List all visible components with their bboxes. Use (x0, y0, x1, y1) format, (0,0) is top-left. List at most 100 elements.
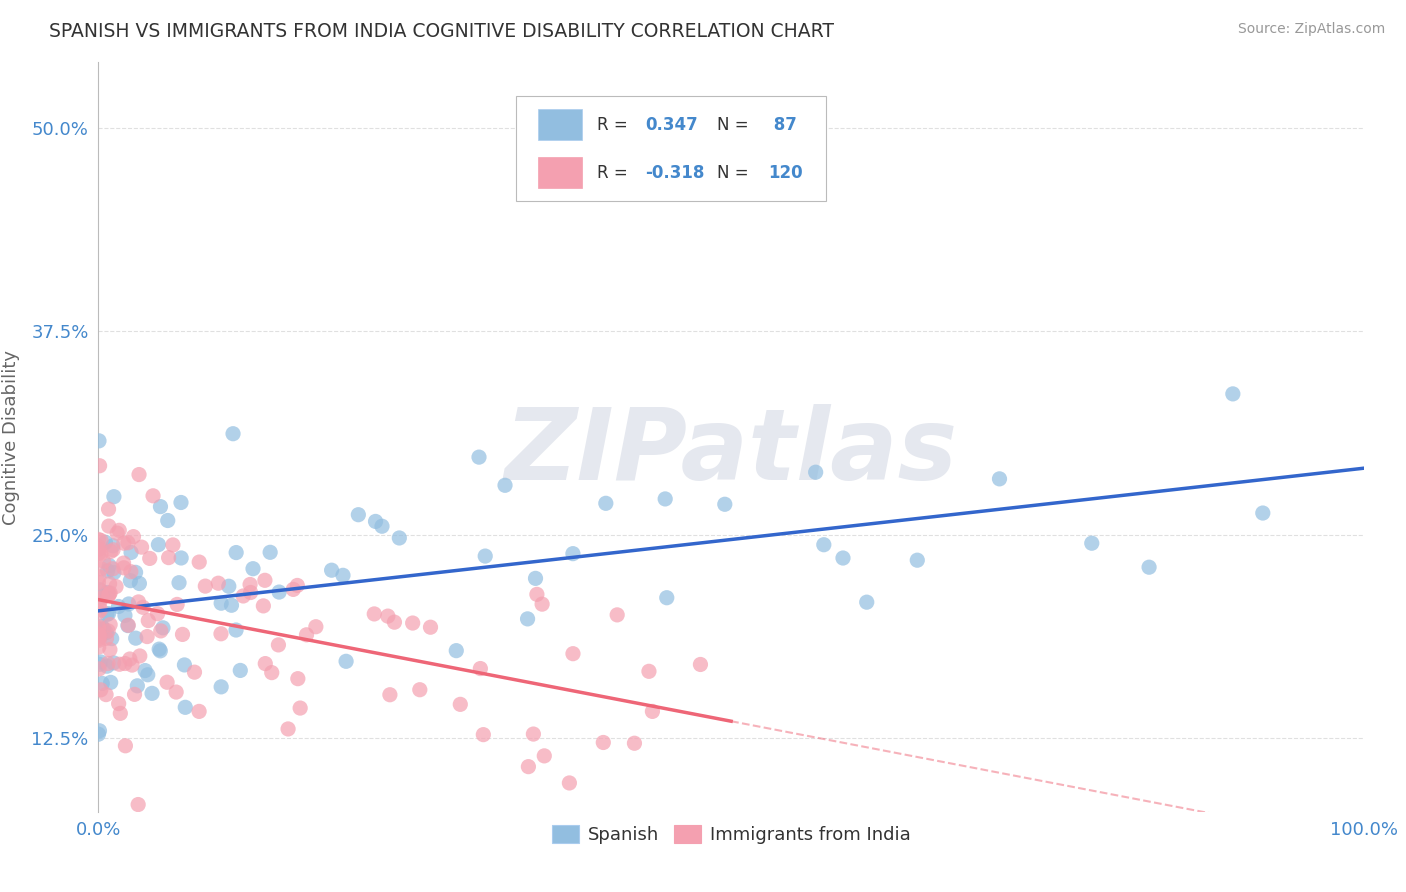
Point (207, 576, 229, 591)
Point (97, 564, 120, 578)
Point (107, 599, 129, 614)
Point (87, 575, 110, 590)
Point (641, 705, 664, 719)
Point (194, 579, 217, 593)
Point (472, 728, 495, 742)
Text: ZIPatlas: ZIPatlas (505, 403, 957, 500)
Point (127, 679, 149, 693)
Point (269, 585, 291, 599)
Point (524, 571, 547, 585)
Point (96, 607, 118, 622)
Point (120, 545, 142, 559)
Point (855, 595, 877, 609)
Point (117, 618, 139, 632)
Point (517, 759, 540, 773)
Point (239, 585, 262, 599)
Point (90, 619, 112, 633)
Point (89, 629, 111, 643)
Point (105, 580, 128, 594)
Point (267, 638, 290, 652)
Point (157, 550, 180, 565)
Point (87, 662, 110, 676)
Point (87, 542, 110, 557)
Point (259, 545, 281, 559)
Point (112, 536, 135, 550)
Point (105, 526, 128, 541)
Point (225, 545, 247, 559)
Point (87, 619, 110, 633)
Point (93, 554, 115, 568)
Point (89, 657, 111, 672)
Point (378, 688, 401, 702)
Point (96, 585, 118, 599)
Point (522, 727, 544, 741)
Point (146, 607, 169, 621)
Point (606, 607, 628, 622)
Point (402, 615, 425, 630)
Point (449, 698, 471, 712)
Point (121, 658, 143, 673)
Point (89, 583, 111, 598)
Point (149, 500, 172, 514)
Point (253, 574, 276, 588)
Point (91, 591, 114, 605)
Point (114, 739, 136, 753)
Point (103, 566, 125, 580)
Y-axis label: Cognitive Disability: Cognitive Disability (3, 350, 20, 524)
Point (526, 587, 548, 601)
Point (209, 627, 232, 641)
Point (136, 630, 159, 644)
Point (127, 797, 149, 812)
Point (209, 596, 232, 610)
Text: R =: R = (598, 116, 633, 134)
Point (93, 622, 115, 636)
Point (89, 633, 111, 648)
Point (98, 617, 121, 632)
Text: 87: 87 (768, 116, 797, 134)
Point (96, 632, 118, 646)
Point (96, 625, 118, 640)
Point (87, 570, 110, 584)
Point (101, 542, 124, 557)
Point (97, 519, 120, 533)
Point (813, 538, 835, 552)
Point (371, 519, 394, 533)
Point (166, 598, 188, 612)
Point (117, 618, 139, 632)
Point (225, 623, 247, 637)
Point (363, 607, 385, 621)
Point (377, 609, 399, 624)
Point (1081, 536, 1104, 550)
Point (128, 467, 150, 482)
Text: Source: ZipAtlas.com: Source: ZipAtlas.com (1237, 22, 1385, 37)
Point (117, 535, 139, 549)
Point (183, 665, 205, 680)
Point (108, 524, 131, 538)
Point (97, 589, 120, 603)
Point (132, 600, 155, 615)
Point (120, 574, 142, 588)
Point (229, 664, 252, 678)
Point (87, 632, 110, 646)
Point (988, 472, 1011, 486)
Point (120, 565, 142, 579)
FancyBboxPatch shape (537, 109, 582, 140)
Point (209, 680, 232, 694)
Point (1222, 387, 1244, 401)
Point (127, 595, 149, 609)
Point (90, 603, 112, 617)
Point (905, 553, 928, 567)
Point (468, 450, 491, 464)
Text: N =: N = (717, 116, 754, 134)
Point (149, 624, 172, 638)
Text: SPANISH VS IMMIGRANTS FROM INDIA COGNITIVE DISABILITY CORRELATION CHART: SPANISH VS IMMIGRANTS FROM INDIA COGNITI… (49, 22, 834, 41)
Point (1137, 560, 1160, 574)
Text: R =: R = (598, 163, 633, 182)
Point (87, 621, 110, 635)
Point (562, 647, 585, 661)
Point (347, 508, 370, 522)
Point (97, 502, 120, 516)
Text: -0.318: -0.318 (645, 163, 704, 182)
Point (558, 776, 581, 790)
Point (97, 607, 120, 621)
